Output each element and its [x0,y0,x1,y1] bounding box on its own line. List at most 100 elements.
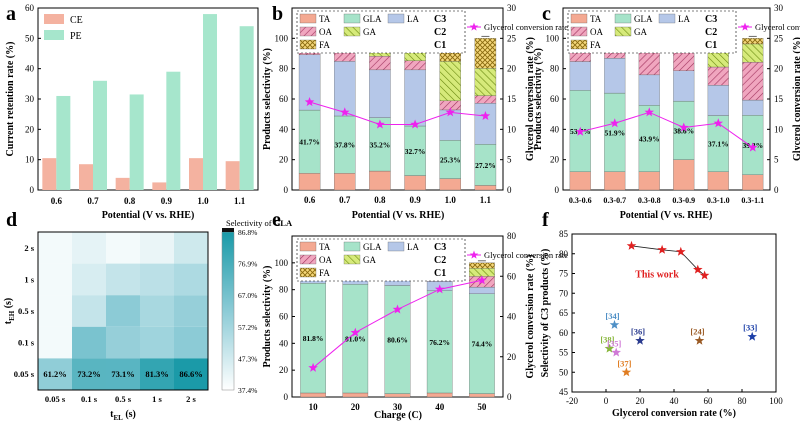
bar-seg-oa [673,52,695,71]
legend-group-label: C3 [434,242,446,253]
y-tick-label: 50 [25,33,35,43]
plot-frame [571,233,777,393]
legend-swatch [570,26,588,37]
legend-swatch [343,13,361,24]
gla-value-label: 76.2% [429,338,450,347]
this-work-point [626,240,637,250]
y-tick-label: 25 [507,33,517,43]
legend-group-label: C2 [705,27,717,38]
colorbar-tick-label: 86.8% [238,228,257,237]
legend-swatch [299,39,317,50]
bar-ce [42,158,57,190]
y-tick-label: 15 [507,94,517,104]
legend-swatch [343,254,361,265]
ref-point [747,331,757,341]
y-tick-label: 85 [559,229,569,239]
panel-d-chart: 61.2% 73.2% 73.1% 81.3% 86.6% 0.05 s 0.1 s 0.5 … [3,218,293,421]
panel-letter-a: a [6,3,16,25]
legend-label: OA [590,27,603,37]
x-tick-label: 0.5 s [115,394,132,404]
x-tick-label: 0.9 [161,196,173,206]
heat-cell [174,263,208,296]
x-tick-label: 0.3-0.9 [672,196,695,205]
conversion-point [308,362,318,372]
bar-seg-fa [474,38,497,69]
heat-cell [174,326,208,359]
ref-point [611,347,621,357]
bar-seg-ta [469,393,495,398]
y2-axis-label: Glycerol conversion rate (%) [792,37,800,161]
panel-letter-f: f [542,209,549,231]
this-work-point [693,264,703,274]
bar-seg-ta [342,392,369,398]
y-tick-label: 10 [774,124,784,134]
conversion-point [375,119,385,129]
bar-seg-ta [474,185,497,191]
heat-cell [140,263,174,296]
y-tick-label: 100 [275,258,289,268]
gla-value-label: 37.8% [334,141,355,150]
conversion-point [610,118,620,128]
y-tick-label: 0.5 s [18,306,35,316]
y-tick-label: 20 [507,352,517,362]
y-axis-label: Products selectivity (%) [262,265,273,367]
gla-value-label: 74.4% [472,340,493,349]
x-tick-label: 1.0 [445,195,457,205]
bar-seg-ga [474,68,497,96]
legend-line-label: Glycerol conversion rate [484,22,568,32]
y-tick-label: 30 [774,3,784,13]
bar-seg-gla [342,284,369,394]
bar-seg-ta [604,171,626,191]
this-work-point [699,270,710,280]
conversion-point [434,284,445,294]
heat-cell [174,358,208,390]
gla-value-label: 43.9% [639,135,660,144]
legend-swatch [343,26,361,37]
y-tick-label: 5 [774,155,779,165]
legend-label: LA [407,14,419,24]
y-tick-label: 60 [25,3,35,13]
x-tick-label: 0.3-0.7 [603,196,626,205]
legend-line-label: Glycerol conversion rate [484,250,568,260]
bar-ce [79,164,93,190]
bar-seg-oa [369,56,391,71]
y-tick-label: 20 [507,64,517,74]
legend-label: GA [634,27,647,37]
legend-swatch [387,241,405,252]
heat-cell [174,232,208,264]
conversion-point [445,107,455,117]
ref-point [694,335,705,345]
panel-letter-b: b [272,3,283,25]
y-tick-label: 5 [507,155,512,165]
heat-cell [38,326,72,359]
x-tick-label: 0.9 [409,195,421,205]
bar-seg-oa [742,61,764,101]
y-tick-label: 75 [559,269,569,279]
heat-cell [140,295,174,327]
y-tick-label: 80 [279,64,289,74]
legend-swatch [299,267,317,278]
x-tick-label: 0.6 [51,196,63,206]
heat-cell [140,232,174,264]
legend-box [296,238,466,282]
x-tick-label: 20 [351,402,361,412]
heat-cell [106,358,140,390]
x-tick-label: 0.3-1.1 [741,196,764,205]
bar-ce [152,182,167,190]
x-tick-label: -20 [566,396,578,406]
y-tick-label: 20 [550,155,560,165]
bar-seg-la [469,286,495,294]
ref-label: [33] [743,323,757,333]
legend-label: GLA [363,242,382,252]
legend-group-label: C1 [434,268,446,279]
x-tick-label: 0.05 s [45,394,66,404]
heat-cell [72,295,106,327]
y-tick-label: 0.1 s [18,338,35,348]
x-tick-label: 0.1 s [81,394,98,404]
bar-seg-la [742,99,764,116]
heat-cell [38,295,72,327]
bar-seg-ta [439,178,461,191]
panel-letter-e: e [272,209,281,231]
gla-value-label: 35.2% [370,140,391,149]
bar-seg-la [569,61,591,91]
